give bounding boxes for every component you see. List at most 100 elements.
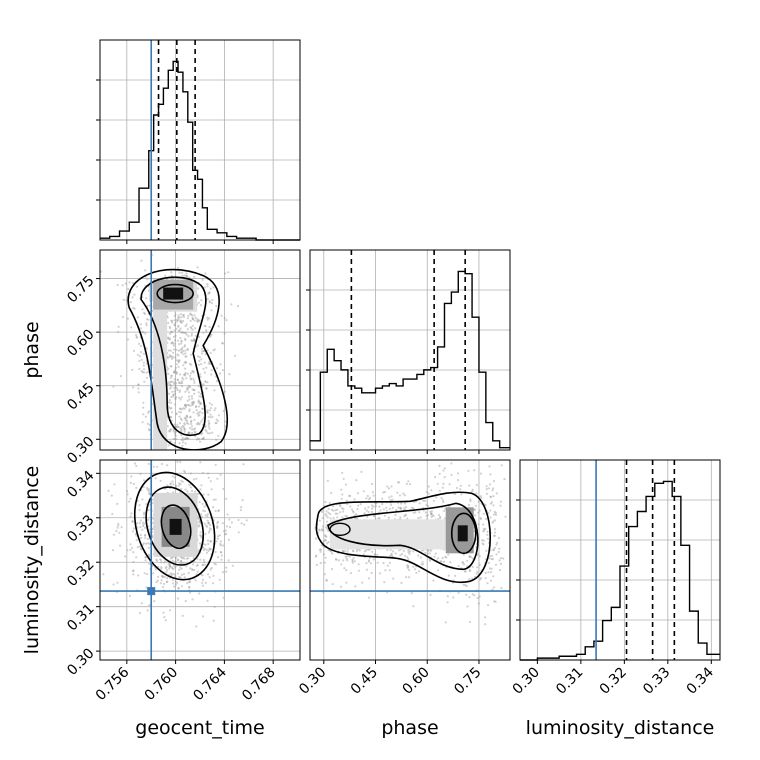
panel-0-sample-point <box>181 444 184 447</box>
panel-2-sample-point <box>397 481 400 484</box>
panel-2-sample-point <box>494 513 497 517</box>
panel-0-sample-point <box>197 421 200 424</box>
panel-1-sample-point <box>184 488 187 491</box>
panel-2-sample-point <box>427 504 430 508</box>
panel-0-sample-point <box>167 336 170 339</box>
panel-2-sample-point <box>363 550 366 553</box>
panel-1-sample-point <box>207 542 210 546</box>
panel-1-sample-point <box>138 612 142 615</box>
panel-1-sample-point <box>166 455 168 457</box>
panel-2-sample-point <box>490 567 493 570</box>
panel-2-sample-point <box>339 505 342 508</box>
panel-1-sample-point <box>219 540 222 543</box>
panel-2-sample-point <box>383 490 386 494</box>
panel-1-sample-point <box>216 526 219 530</box>
panel-0-sample-point <box>172 394 175 397</box>
ytick-label-luminosity_distance-1: 0.31 <box>64 601 97 634</box>
panel-2-sample-point <box>489 509 492 512</box>
panel-0-sample-point <box>169 349 172 352</box>
panel-2-sample-point <box>428 552 431 555</box>
panel-1-sample-point <box>198 592 201 595</box>
panel-1-sample-point <box>112 583 115 586</box>
panel-2-sample-point <box>491 588 494 591</box>
panel-2-sample-point <box>427 549 430 552</box>
panel-1-sample-point <box>166 484 169 487</box>
panel-2-sample-point <box>349 572 352 575</box>
panel-2-sample-point <box>389 498 392 502</box>
panel-2-sample-point <box>467 504 470 507</box>
panel-0-sample-point <box>178 316 181 319</box>
panel-1-sample-point <box>131 570 135 573</box>
panel-0-sample-point <box>200 420 203 423</box>
panel-0-sample-point <box>141 421 144 424</box>
panel-0-sample-point <box>177 329 180 332</box>
panel-2-sample-point <box>432 499 435 502</box>
panel-2-sample-point <box>410 591 413 595</box>
panel-2-sample-point <box>465 593 468 596</box>
panel-2-sample-point <box>319 550 322 553</box>
marginal-luminosity_distance <box>516 459 721 664</box>
panel-1-sample-point <box>225 570 228 573</box>
panel-0-sample-point <box>191 431 194 434</box>
panel-2-sample-point <box>471 488 474 491</box>
panel-0-sample-point <box>197 401 200 404</box>
panel-1-sample-point <box>170 573 173 576</box>
panel-0-sample-point <box>193 431 196 434</box>
panel-1-sample-point <box>225 497 228 500</box>
panel-0-density-light <box>149 281 198 450</box>
panel-1-sample-point <box>221 571 225 574</box>
panel-1-sample-point <box>145 586 148 589</box>
panel-1-sample-point <box>148 528 151 531</box>
panel-0-sample-point <box>181 376 184 379</box>
panel-2-sample-point <box>425 503 428 506</box>
panel-0-sample-point <box>167 349 170 352</box>
panel-0-sample-point <box>189 326 192 329</box>
panel-0-sample-point <box>147 428 151 431</box>
panel-2-sample-point <box>399 507 402 510</box>
panel-0-sample-point <box>201 437 204 440</box>
panel-0-sample-point <box>141 308 144 311</box>
panel-2-sample-point <box>496 541 499 544</box>
panel-0-sample-point <box>183 437 186 440</box>
panel-0-sample-point <box>174 366 178 369</box>
panel-0-sample-point <box>189 420 193 423</box>
panel-0-sample-point <box>186 347 189 351</box>
panel-2-sample-point <box>399 506 403 510</box>
panel-2-sample-point <box>314 555 317 558</box>
panel-2-sample-point <box>476 570 479 573</box>
panel-0-sample-point <box>213 389 216 392</box>
panel-2-sample-point <box>437 513 441 517</box>
panel-2-sample-point <box>412 511 415 514</box>
panel-0-sample-point <box>202 437 205 440</box>
panel-2-sample-point <box>484 623 487 626</box>
panel-0-sample-point <box>173 390 176 393</box>
xtick-label-luminosity_distance-0: 0.30 <box>510 664 543 697</box>
panel-0-sample-point <box>234 354 237 357</box>
panel-1-sample-point <box>128 500 131 503</box>
panel-0-sample-point <box>183 331 186 334</box>
panel-1-sample-point <box>155 581 158 584</box>
panel-2-sample-point <box>491 521 494 524</box>
panel-0-sample-point <box>203 349 206 353</box>
panel-0-sample-point <box>175 371 178 374</box>
panel-0-sample-point <box>170 271 173 274</box>
panel-1-sample-point <box>159 479 162 482</box>
panel-0-sample-point <box>199 373 202 376</box>
panel-1-sample-point <box>135 464 138 467</box>
panel-0-sample-point <box>193 338 196 341</box>
panel-1-sample-point <box>222 596 225 599</box>
panel-0-sample-point <box>169 428 172 431</box>
panel-2-sample-point <box>328 502 331 505</box>
panel-2-sample-point <box>331 583 334 586</box>
panel-2-sample-point <box>382 491 385 494</box>
panel-2-sample-point <box>422 509 425 512</box>
panel-0-sample-point <box>182 438 185 441</box>
panel-0-sample-point <box>198 438 201 441</box>
panel-2-sample-point <box>493 534 496 537</box>
panel-2-sample-point <box>372 505 375 508</box>
panel-2-sample-point <box>484 517 487 521</box>
panel-0-sample-point <box>116 283 119 287</box>
panel-1-sample-point <box>204 581 207 585</box>
panel-0-sample-point <box>187 431 190 434</box>
panel-2-sample-point <box>445 556 448 559</box>
